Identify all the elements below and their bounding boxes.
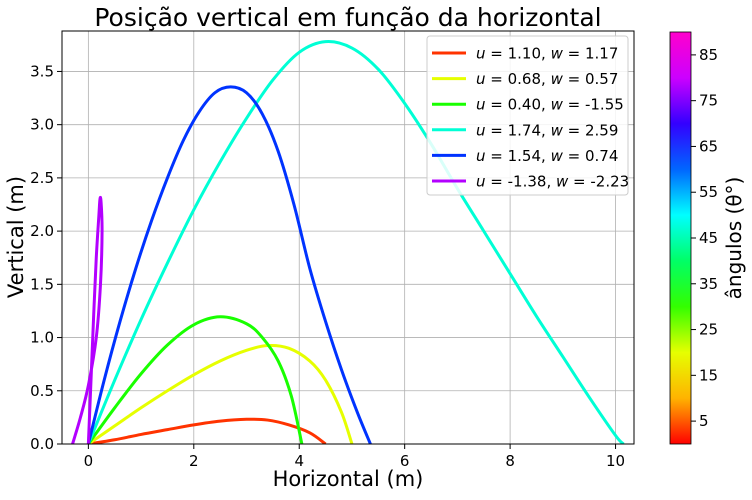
colorbar-tick-label: 75	[699, 92, 718, 110]
y-axis-label: Vertical (m)	[4, 176, 28, 298]
legend-entry: u = 0.68, w = 0.57	[432, 70, 618, 88]
y-tick-label: 0.0	[30, 435, 54, 453]
colorbar-ticks: 5 15 25 35 45 55 65 75 85	[691, 46, 718, 430]
legend-label: u = 0.40, w = -1.55	[476, 96, 624, 114]
y-tick-label: 1.5	[30, 275, 54, 293]
series-line-5	[86, 85, 372, 444]
colorbar-tick-label: 25	[699, 321, 718, 339]
x-axis-ticks: 0 2 4 6 8 10	[84, 444, 625, 470]
x-tick-label: 6	[400, 452, 410, 470]
colorbar-tick-label: 85	[699, 46, 718, 64]
legend-label: u = -1.38, w = -2.23	[476, 173, 629, 191]
y-tick-label: 1.0	[30, 329, 54, 347]
legend-label: u = 1.74, w = 2.59	[476, 121, 618, 139]
legend-label: u = 1.10, w = 1.17	[476, 45, 618, 63]
series-line-3	[87, 315, 304, 444]
legend-label: u = 1.54, w = 0.74	[476, 147, 618, 165]
legend-entry: u = 1.10, w = 1.17	[432, 45, 618, 63]
legend-entry: u = 1.74, w = 2.59	[432, 121, 618, 139]
colorbar-tick-label: 15	[699, 366, 718, 384]
legend-entry: u = -1.38, w = -2.23	[432, 173, 629, 191]
y-tick-label: 3.0	[30, 116, 54, 134]
y-tick-label: 2.5	[30, 169, 54, 187]
series-line-6	[71, 195, 104, 444]
colorbar-tick-label: 65	[699, 137, 718, 155]
colorbar-tick-label: 5	[699, 412, 709, 430]
series-line-1	[88, 417, 327, 444]
legend: u = 1.10, w = 1.17 u = 0.68, w = 0.57 u = …	[426, 35, 629, 196]
legend-entry: u = 1.54, w = 0.74	[432, 147, 618, 165]
y-axis-ticks: 0.0 0.5 1.0 1.5 2.0 2.5 3.0 3.5	[30, 62, 62, 453]
chart-title: Posição vertical em função da horizontal	[94, 3, 601, 32]
colorbar-tick-label: 45	[699, 229, 718, 247]
x-tick-label: 2	[189, 452, 199, 470]
x-tick-label: 0	[84, 452, 94, 470]
y-tick-label: 0.5	[30, 382, 54, 400]
legend-label: u = 0.68, w = 0.57	[476, 70, 618, 88]
series-line-4	[86, 40, 625, 444]
x-tick-label: 10	[606, 452, 625, 470]
y-tick-label: 2.0	[30, 222, 54, 240]
colorbar: 5 15 25 35 45 55 65 75 85 ângulos (θ°)	[669, 31, 746, 445]
legend-box	[426, 35, 629, 196]
plot-frame	[61, 30, 635, 445]
x-axis-label: Horizontal (m)	[273, 467, 424, 491]
colorbar-label: ângulos (θ°)	[722, 177, 746, 300]
x-tick-label: 4	[294, 452, 304, 470]
colorbar-gradient	[669, 31, 692, 445]
colorbar-tick-label: 55	[699, 183, 718, 201]
series-line-2	[87, 343, 354, 444]
colorbar-tick-label: 35	[699, 275, 718, 293]
x-tick-label: 8	[505, 452, 515, 470]
y-tick-label: 3.5	[30, 62, 54, 80]
series-layer	[71, 40, 625, 444]
legend-entry: u = 0.40, w = -1.55	[432, 96, 624, 114]
